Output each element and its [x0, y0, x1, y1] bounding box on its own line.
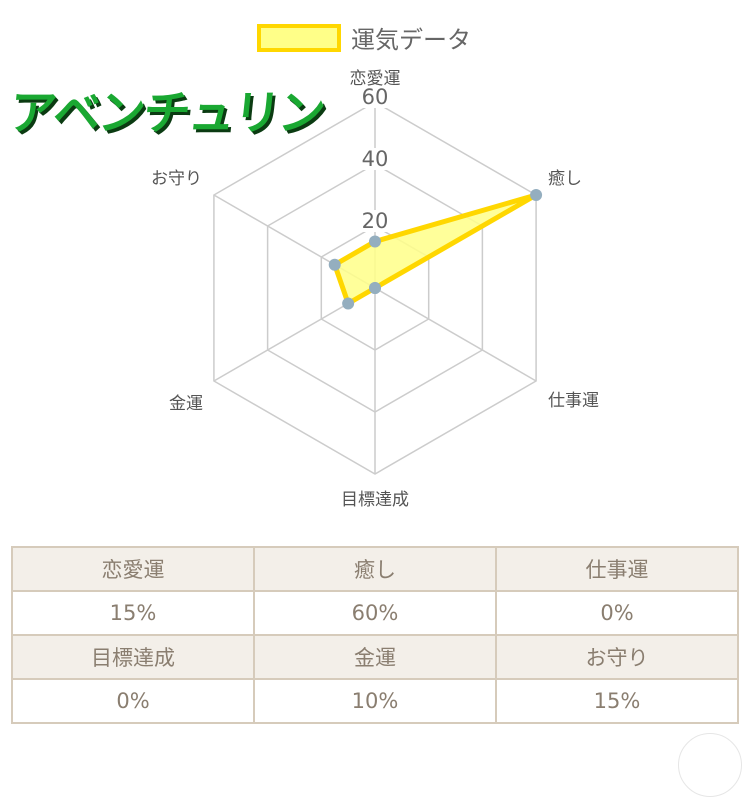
tick-label-bg [357, 148, 393, 170]
page-title: アベンチュリン [6, 86, 327, 141]
table-cell: 10% [253, 678, 497, 724]
data-point [369, 235, 381, 248]
data-point [342, 297, 355, 310]
table-header-row: 目標達成 金運 お守り [11, 634, 739, 680]
table-cell: 60% [253, 590, 497, 636]
legend-swatch [257, 24, 341, 52]
scroll-to-top-button[interactable] [678, 733, 742, 797]
legend[interactable]: 運気データ [257, 24, 471, 54]
tick-label-bg [357, 86, 393, 108]
tick-label: 40 [362, 147, 389, 171]
fortune-table: 恋愛運 癒し 仕事運 15% 60% 0% 目標達成 金運 お守り 0% 10%… [11, 546, 739, 724]
tick-label: 20 [362, 209, 389, 233]
table-cell: 金運 [253, 634, 497, 680]
tick-label-bg [357, 210, 393, 232]
table-cell: 15% [11, 590, 255, 636]
series-area [331, 192, 538, 308]
axis-label: 仕事運 [548, 391, 599, 411]
table-cell: 0% [11, 678, 255, 724]
table-row: 15% 60% 0% [11, 590, 739, 636]
data-point [530, 189, 543, 201]
axis-label: 癒し [548, 169, 582, 189]
table-row: 0% 10% 15% [11, 678, 739, 724]
table-header-row: 恋愛運 癒し 仕事運 [11, 546, 739, 592]
table-cell: 癒し [253, 546, 497, 592]
data-point [369, 282, 381, 294]
axis-label: 金運 [169, 394, 203, 414]
data-point [328, 258, 341, 271]
table-cell: 仕事運 [495, 546, 739, 592]
table-cell: 15% [495, 678, 739, 724]
tick-label: 60 [362, 85, 389, 109]
table-cell: お守り [495, 634, 739, 680]
table-cell: 目標達成 [11, 634, 255, 680]
axis-label: 目標達成 [341, 490, 409, 510]
axis-label: お守り [151, 169, 202, 189]
grid-spoke [374, 287, 537, 382]
axis-label: 恋愛運 [350, 68, 401, 89]
legend-label: 運気データ [351, 26, 471, 54]
table-cell: 0% [495, 590, 739, 636]
table-cell: 恋愛運 [11, 546, 255, 592]
